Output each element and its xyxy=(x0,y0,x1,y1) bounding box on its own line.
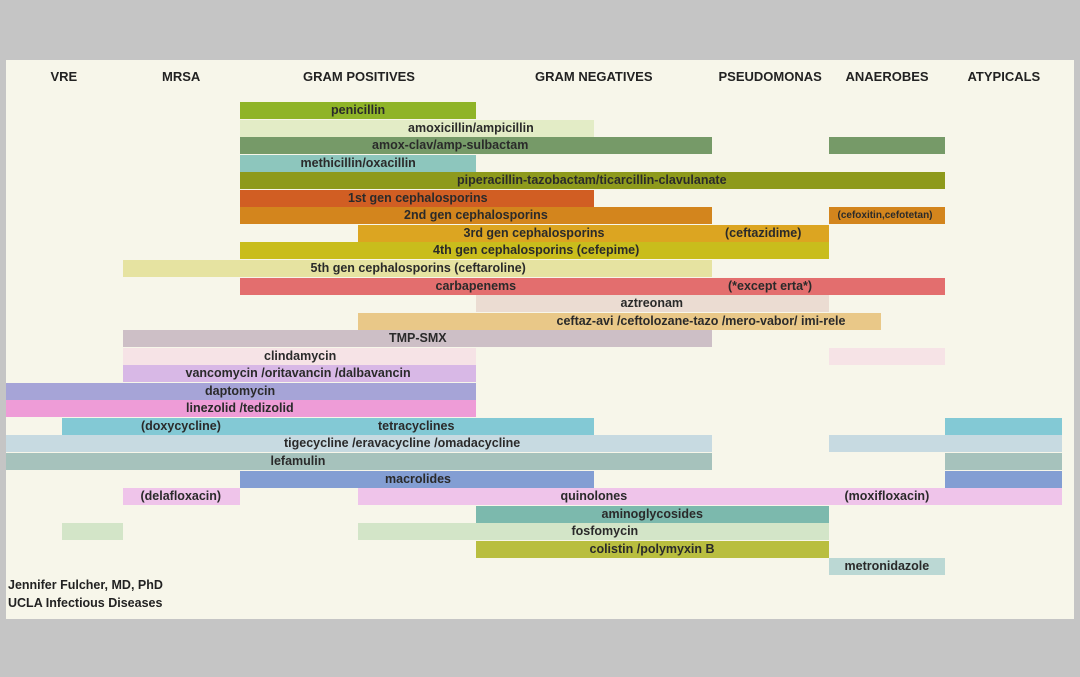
column-header: ATYPICALS xyxy=(967,69,1041,84)
drug-label: aztreonam xyxy=(620,296,684,311)
coverage-bar xyxy=(945,417,1062,435)
coverage-bar xyxy=(123,259,712,277)
drug-label: 4th gen cephalosporins (cefepime) xyxy=(433,243,640,258)
coverage-bar xyxy=(123,347,476,365)
coverage-bar xyxy=(240,172,945,190)
drug-label: ceftaz-avi /ceftolozane-tazo /mero-vabor… xyxy=(556,313,846,328)
coverage-bar xyxy=(476,540,829,558)
drug-label: tigecycline /eravacycline /omadacycline xyxy=(284,436,521,451)
drug-label: penicillin xyxy=(331,103,386,117)
coverage-bar xyxy=(240,119,594,137)
author-name: Jennifer Fulcher, MD, PhD xyxy=(8,578,163,592)
drug-label: quinolones xyxy=(560,489,628,504)
coverage-bar xyxy=(945,470,1062,488)
coverage-bar xyxy=(6,382,476,400)
drug-label: amox-clav/amp-sulbactam xyxy=(372,138,529,153)
drug-label: (doxycycline) xyxy=(141,418,221,433)
drug-label: TMP-SMX xyxy=(389,331,447,346)
column-header: VRE xyxy=(50,69,78,84)
coverage-bar xyxy=(6,400,476,418)
drug-label: 2nd gen cephalosporins xyxy=(404,208,548,223)
coverage-bar xyxy=(240,242,829,260)
drug-label: clindamycin xyxy=(264,348,337,363)
drug-label: linezolid /tedizolid xyxy=(186,401,294,416)
coverage-bar xyxy=(358,523,829,541)
drug-label: 5th gen cephalosporins (ceftaroline) xyxy=(310,260,526,275)
drug-label: (cefoxitin,cefotetan) xyxy=(837,210,933,222)
column-header: GRAM POSITIVES xyxy=(303,69,415,84)
drug-label: amoxicillin/ampicillin xyxy=(408,120,534,135)
coverage-bar xyxy=(829,207,945,225)
drug-label: (ceftazidime) xyxy=(725,225,802,240)
coverage-bar xyxy=(945,453,1062,470)
coverage-bar xyxy=(358,488,1062,506)
coverage-bar xyxy=(62,417,594,435)
coverage-bar xyxy=(240,189,594,207)
coverage-bar xyxy=(123,365,476,383)
coverage-bar xyxy=(829,137,945,155)
coverage-bar xyxy=(240,470,594,488)
coverage-bar xyxy=(240,154,476,172)
drug-label: 3rd gen cephalosporins xyxy=(463,225,605,240)
coverage-bar xyxy=(62,523,123,541)
coverage-bar xyxy=(829,558,945,576)
coverage-bar xyxy=(6,453,712,470)
coverage-bar xyxy=(240,102,476,119)
coverage-bar xyxy=(6,435,712,453)
coverage-bar xyxy=(240,137,712,155)
coverage-bar xyxy=(829,435,1062,453)
coverage-bar xyxy=(476,295,829,313)
drug-label: (moxifloxacin) xyxy=(844,489,930,504)
author-affiliation: UCLA Infectious Diseases xyxy=(8,596,163,610)
drug-label: carbapenems xyxy=(435,278,517,293)
drug-label: methicillin/oxacillin xyxy=(300,155,416,170)
drug-label: piperacillin-tazobactam/ticarcillin-clav… xyxy=(457,173,727,188)
column-header: PSEUDOMONAS xyxy=(718,69,822,84)
drug-label: lefamulin xyxy=(270,454,326,468)
coverage-bar xyxy=(476,505,829,523)
drug-label: metronidazole xyxy=(844,559,930,574)
drug-label: (delafloxacin) xyxy=(140,489,222,504)
drug-label: fosfomycin xyxy=(571,524,639,539)
drug-label: tetracyclines xyxy=(378,418,455,433)
coverage-bar xyxy=(358,312,882,330)
drug-label: aminoglycosides xyxy=(601,506,703,521)
drug-label: vancomycin /oritavancin /dalbavancin xyxy=(185,366,411,381)
drug-label: 1st gen cephalosporins xyxy=(348,190,488,205)
coverage-bar xyxy=(240,277,945,295)
coverage-bar xyxy=(358,224,829,242)
column-header: ANAEROBES xyxy=(845,69,929,84)
drug-label: colistin /polymyxin B xyxy=(589,541,715,556)
coverage-bar xyxy=(123,330,712,348)
coverage-bar xyxy=(123,488,240,506)
column-header: MRSA xyxy=(162,69,201,84)
column-header: GRAM NEGATIVES xyxy=(535,69,653,84)
drug-label: macrolides xyxy=(385,471,452,486)
coverage-bar xyxy=(829,347,945,365)
drug-label: (*except erta*) xyxy=(728,278,813,293)
coverage-bar xyxy=(240,207,712,225)
drug-label: daptomycin xyxy=(205,383,276,398)
